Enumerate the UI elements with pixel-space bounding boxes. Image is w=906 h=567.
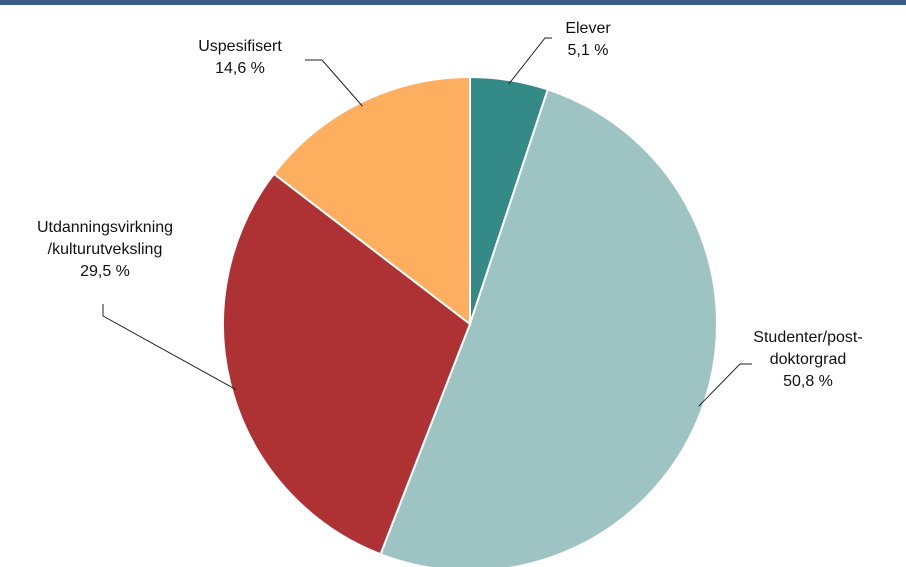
category-label: Studenter/post- doktorgrad — [753, 329, 863, 368]
leader-line — [305, 59, 363, 107]
slice-label: Elever 5,1 % — [565, 18, 610, 62]
value-label: 50,8 % — [783, 373, 833, 390]
category-label: Uspesifisert — [198, 38, 282, 55]
leader-line — [102, 304, 237, 391]
value-label: 5,1 % — [567, 42, 609, 59]
value-label: 14,6 % — [215, 60, 265, 77]
slice-label: Studenter/post- doktorgrad 50,8 % — [753, 327, 862, 393]
leader-line — [508, 37, 552, 85]
category-label: Elever — [565, 20, 611, 37]
value-label: 29,5 % — [80, 263, 130, 280]
slice-label: Utdanningsvirkning /kulturutveksling 29,5… — [37, 217, 173, 283]
category-label: Utdanningsvirkning /kulturutveksling — [36, 219, 174, 258]
pie-slice — [379, 88, 718, 567]
slice-label: Uspesifisert 14,6 % — [198, 36, 282, 80]
leader-line — [698, 363, 752, 407]
pie-slice — [272, 75, 471, 327]
pie-slice — [222, 172, 472, 556]
top-bar — [0, 0, 906, 5]
